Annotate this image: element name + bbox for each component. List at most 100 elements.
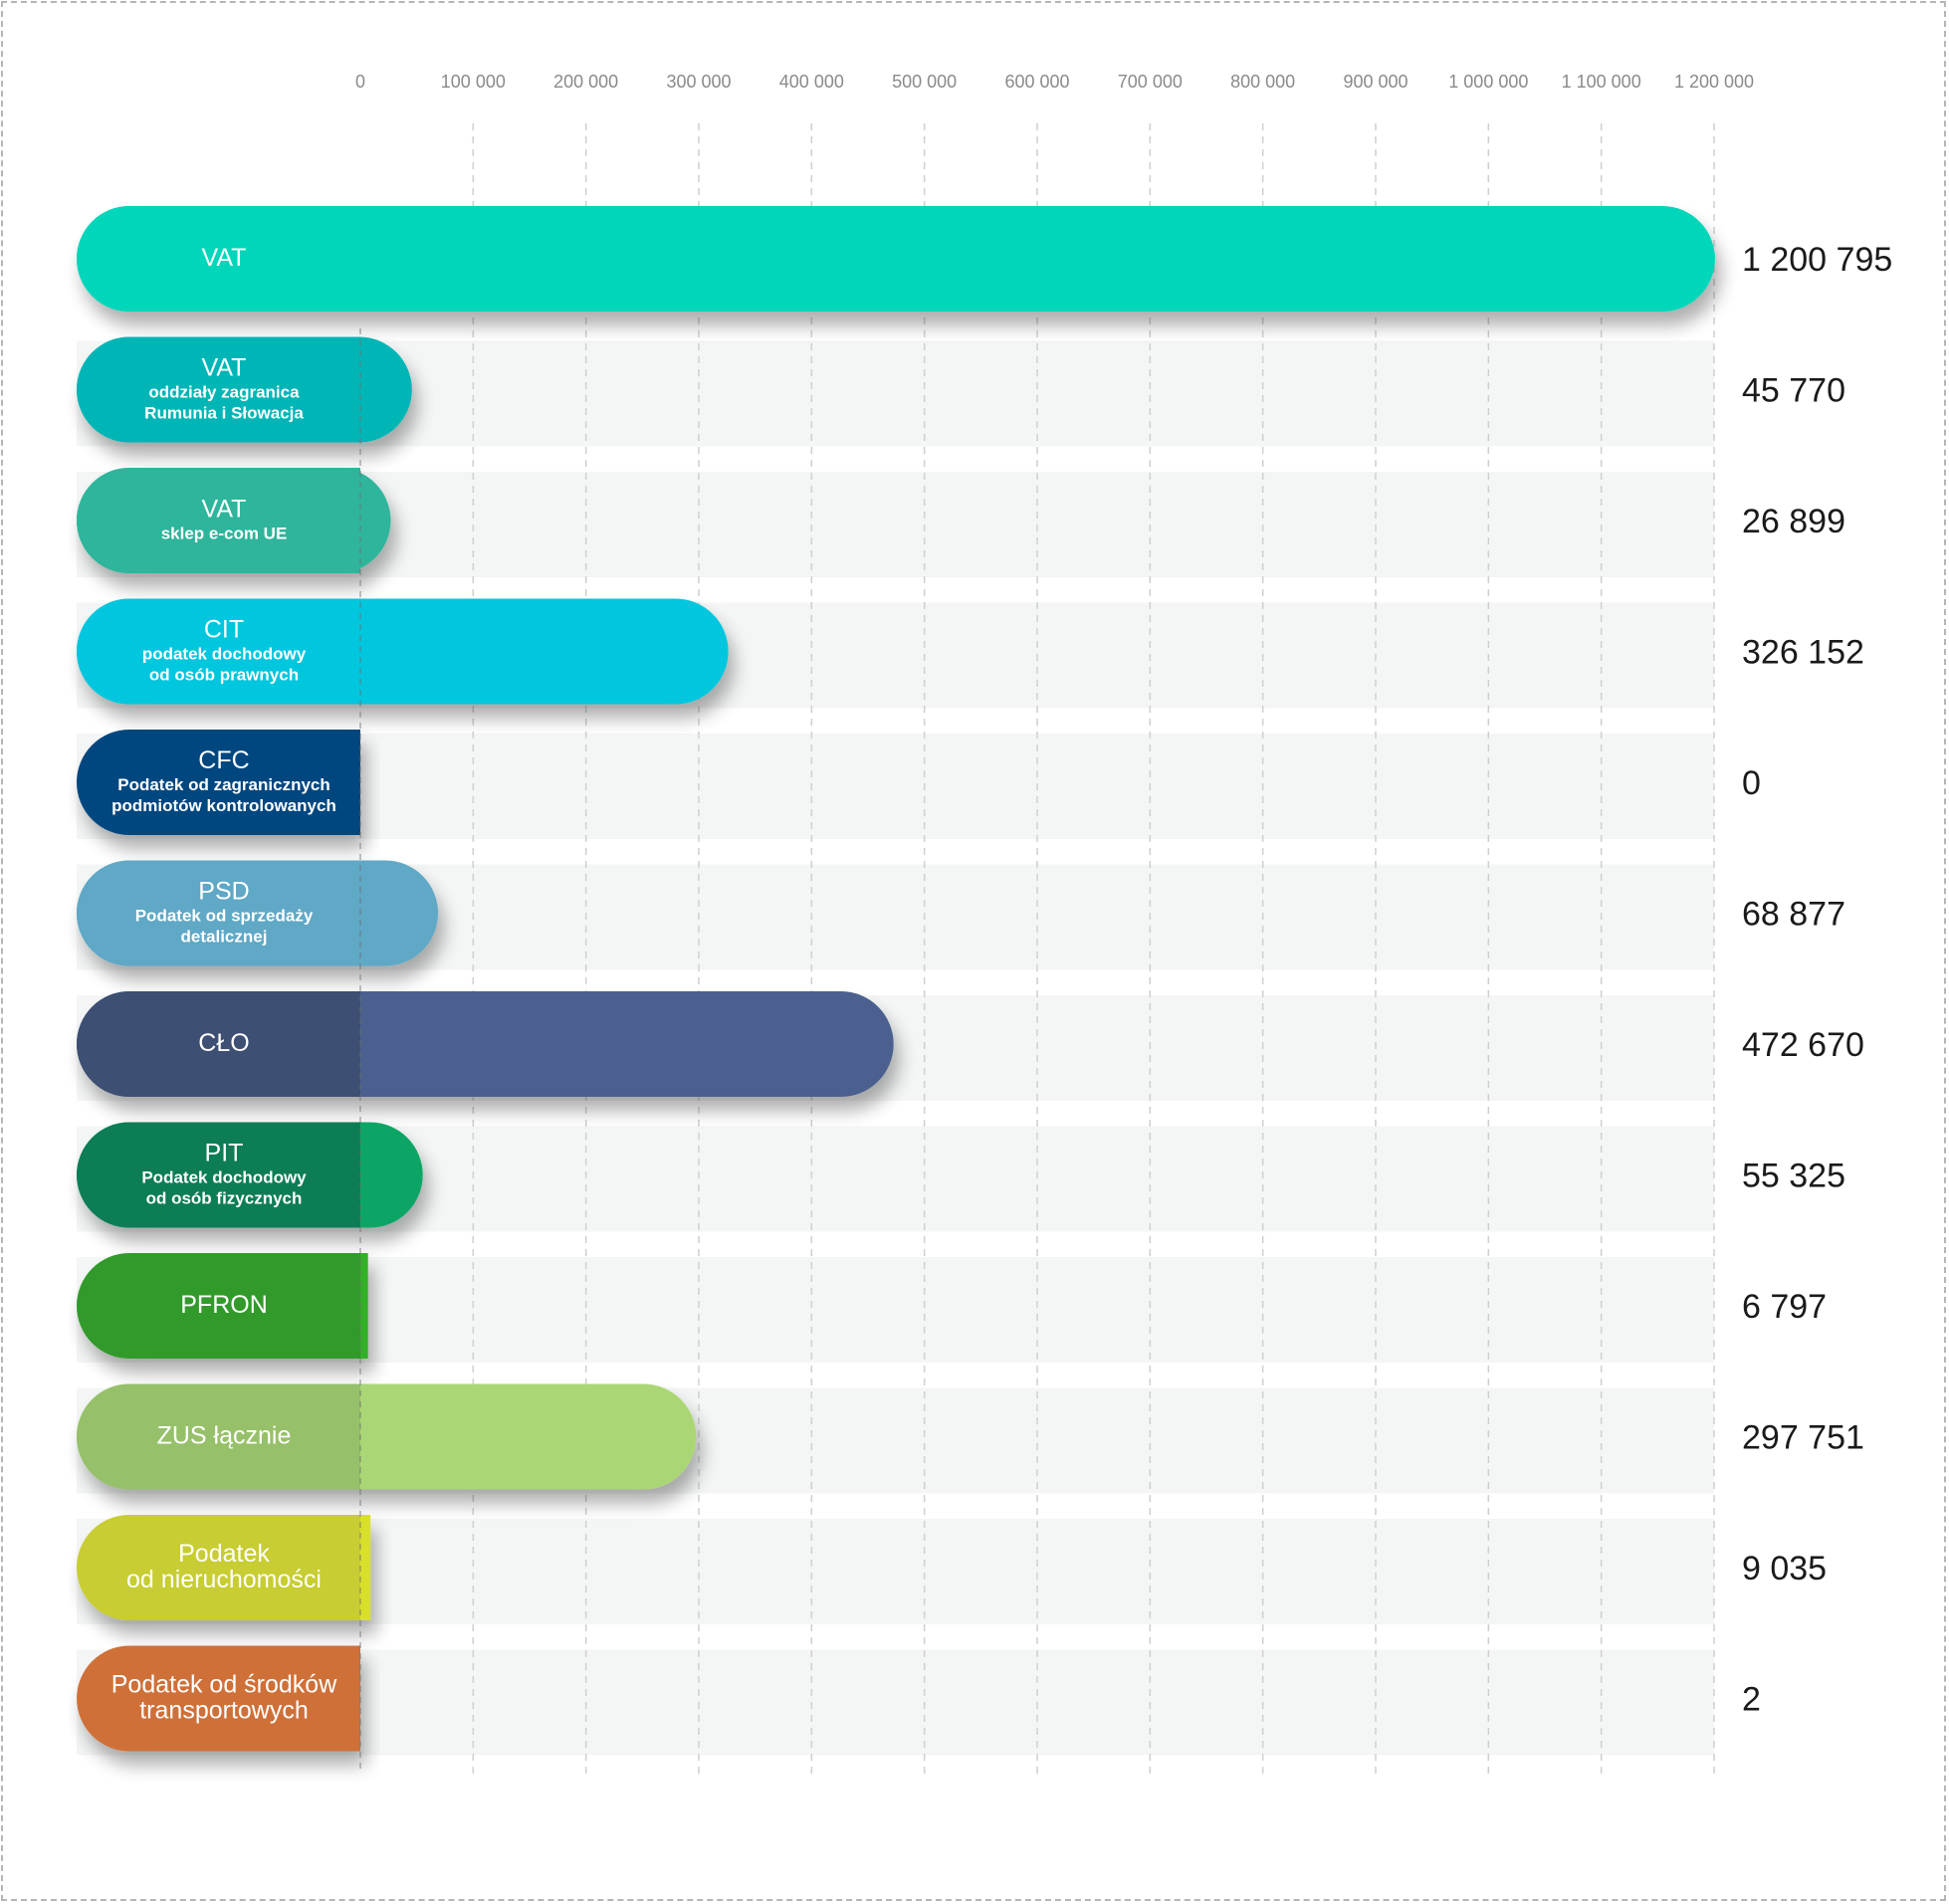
category-label: CŁO xyxy=(198,1029,249,1057)
category-label: PSD xyxy=(198,878,249,906)
category-label-line: CFC xyxy=(198,746,249,774)
x-tick-label: 100 000 xyxy=(441,72,506,92)
category-label: Podatek od nieruchomości xyxy=(126,1540,322,1593)
data-label: 297 751 xyxy=(1742,1419,1864,1457)
category-label-line: ZUS łącznie xyxy=(157,1422,292,1450)
data-label: 472 670 xyxy=(1742,1026,1864,1064)
bar-label-pill xyxy=(77,860,361,966)
category-subtitle-line: detalicznej xyxy=(181,928,268,947)
bar-label-pill xyxy=(77,336,361,443)
bar xyxy=(77,206,1715,312)
x-tick-label: 500 000 xyxy=(892,72,957,92)
bar-group xyxy=(77,1253,368,1359)
bar-group xyxy=(77,1515,371,1620)
category-label-line: PSD xyxy=(198,878,249,906)
category-subtitle-line: od osób prawnych xyxy=(149,666,299,685)
bar-group xyxy=(77,1383,697,1490)
category-subtitle: oddziały zagranica Rumunia i Słowacja xyxy=(144,383,304,423)
category-label: CFC xyxy=(198,746,249,774)
x-tick-label: 0 xyxy=(355,72,365,92)
category-subtitle-line: od osób fizycznych xyxy=(146,1189,303,1208)
x-tick-label: 900 000 xyxy=(1343,72,1408,92)
bar-group xyxy=(77,468,391,573)
bar-label-pill xyxy=(77,1515,360,1620)
bar-label-pill xyxy=(77,1253,360,1359)
bar-group xyxy=(77,206,1715,312)
category-subtitle-line: podmiotów kontrolowanych xyxy=(111,796,336,815)
bar-group xyxy=(77,991,894,1097)
bar-group xyxy=(77,1645,360,1752)
category-label-line: od nieruchomości xyxy=(126,1566,322,1593)
bar-label-pill xyxy=(77,1122,361,1228)
data-label: 45 770 xyxy=(1742,372,1845,410)
data-label: 0 xyxy=(1742,764,1761,802)
x-axis-ticks: 0 100 000 200 000 300 000 400 000 500 000 600 … xyxy=(355,72,1754,92)
bar-group xyxy=(77,1122,423,1228)
category-label: PIT xyxy=(205,1140,244,1167)
category-label: Podatek od środków transportowych xyxy=(111,1671,337,1725)
category-label: ZUS łącznie xyxy=(157,1422,292,1450)
data-label: 55 325 xyxy=(1742,1158,1845,1195)
category-label: VAT xyxy=(202,354,247,382)
data-label: 26 899 xyxy=(1742,503,1845,540)
data-label: 6 797 xyxy=(1742,1288,1827,1326)
bar-label-pill xyxy=(77,1383,361,1490)
x-tick-label: 700 000 xyxy=(1118,72,1183,92)
category-subtitle: Podatek dochodowy od osób fizycznych xyxy=(141,1168,307,1208)
category-label: VAT xyxy=(202,244,247,272)
value-labels: 1 200 795 45 770 26 899 326 152 0 68 877 472 6… xyxy=(359,241,1892,1772)
bar-label-pill xyxy=(77,1645,360,1752)
data-label: 68 877 xyxy=(1742,896,1845,934)
category-label-line: Podatek xyxy=(178,1540,270,1568)
data-label: 9 035 xyxy=(1742,1550,1827,1587)
category-subtitle-line: Rumunia i Słowacja xyxy=(144,404,304,423)
bar-label-pill xyxy=(77,730,360,835)
category-label-line: PIT xyxy=(205,1140,244,1167)
data-label: 1 200 795 xyxy=(1742,241,1892,279)
bar xyxy=(360,1515,371,1620)
bar-label-pill xyxy=(77,206,360,312)
category-label-line: Podatek od środków xyxy=(111,1671,337,1699)
category-subtitle-line: Podatek dochodowy xyxy=(141,1168,307,1187)
bar-label-pill xyxy=(77,598,361,705)
category-label-line: VAT xyxy=(202,354,247,382)
x-tick-label: 1 200 000 xyxy=(1674,72,1754,92)
bar-group xyxy=(77,598,729,705)
category-label-line: CŁO xyxy=(198,1029,249,1057)
category-subtitle: podatek dochodowy od osób prawnych xyxy=(142,645,307,685)
category-label-line: transportowych xyxy=(139,1697,309,1725)
bar xyxy=(360,1253,368,1359)
bar-group xyxy=(77,336,412,443)
category-label-line: PFRON xyxy=(180,1291,268,1319)
category-label: VAT xyxy=(202,496,247,524)
bar-label-pill xyxy=(77,468,360,573)
category-subtitle: Podatek od zagranicznych podmiotów kontro… xyxy=(111,775,336,815)
category-subtitle-line: Podatek od zagranicznych xyxy=(117,775,330,794)
category-label-line: VAT xyxy=(202,496,247,524)
gridlines xyxy=(472,123,1715,1774)
category-label: CIT xyxy=(204,616,244,644)
category-subtitle-line: oddziały zagranica xyxy=(148,383,300,402)
x-tick-label: 300 000 xyxy=(666,72,731,92)
x-tick-label: 200 000 xyxy=(553,72,618,92)
category-subtitle-line: podatek dochodowy xyxy=(142,645,307,664)
x-tick-label: 800 000 xyxy=(1230,72,1295,92)
category-subtitle: sklep e-com UE xyxy=(161,525,288,543)
bar-label-pill xyxy=(77,991,360,1097)
category-subtitle-line: sklep e-com UE xyxy=(161,525,288,543)
x-tick-label: 1 100 000 xyxy=(1562,72,1641,92)
category-label: PFRON xyxy=(180,1291,268,1319)
x-tick-label: 400 000 xyxy=(779,72,844,92)
data-label: 2 xyxy=(1742,1681,1761,1719)
x-tick-label: 1 000 000 xyxy=(1448,72,1528,92)
bar-group xyxy=(77,730,360,835)
data-label: 326 152 xyxy=(1742,634,1864,672)
category-label-line: VAT xyxy=(202,244,247,272)
category-subtitle-line: Podatek od sprzedaży xyxy=(135,907,314,926)
bar-group xyxy=(77,860,439,966)
category-subtitle: Podatek od sprzedaży detalicznej xyxy=(135,907,314,947)
category-label-line: CIT xyxy=(204,616,244,644)
